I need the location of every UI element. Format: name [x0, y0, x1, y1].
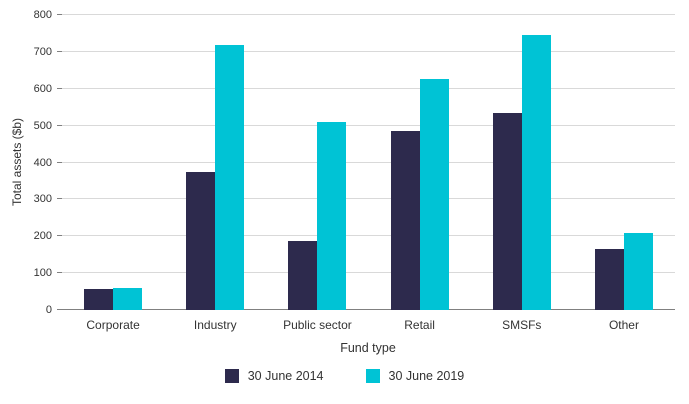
bar-group-retail: Retail [369, 15, 471, 332]
legend: 30 June 2014 30 June 2019 [0, 369, 689, 383]
legend-swatch-2014 [224, 369, 239, 383]
bar-group-industry: Industry [164, 15, 266, 332]
bar-group-other: Other [573, 15, 675, 332]
bar-30-june-2019 [419, 79, 449, 310]
bar-groups: Corporate Industry Public sector Retail SMSF… [62, 15, 675, 332]
gridline [62, 87, 675, 89]
y-tick-mark [57, 161, 62, 163]
y-tick-label: 200 [33, 230, 52, 243]
y-tick-mark [57, 124, 62, 126]
plot-area: 0 100 200 300 400 500 600 700 800 Corporate Indust… [34, 9, 675, 332]
y-tick-mark [57, 14, 62, 15]
y-tick-mark [57, 309, 62, 310]
bar-30-june-2014 [84, 289, 114, 310]
x-axis-label: Fund type [340, 341, 396, 355]
bar-group-public-sector: Public sector [266, 15, 368, 332]
gridline [62, 50, 675, 52]
y-tick-label: 400 [33, 156, 52, 169]
legend-label-2019: 30 June 2019 [388, 369, 465, 383]
y-tick-label: 500 [33, 119, 52, 132]
bar-30-june-2014 [288, 241, 318, 310]
bar-group-smsfs: SMSFs [471, 15, 573, 332]
legend-item-2014: 30 June 2014 [224, 369, 324, 383]
gridline [62, 124, 675, 126]
y-tick-label: 700 [33, 45, 52, 58]
legend-swatch-2019 [365, 369, 380, 383]
gridline [62, 198, 675, 200]
gridline [62, 235, 675, 237]
gridline [62, 14, 675, 15]
bar-group-corporate: Corporate [62, 15, 164, 332]
legend-label-2014: 30 June 2014 [247, 369, 324, 383]
x-tick-label: Other [608, 318, 639, 332]
bar-30-june-2019 [623, 232, 653, 310]
x-tick-label: Public sector [283, 318, 352, 332]
bar-30-june-2019 [215, 45, 245, 310]
gridline [62, 272, 675, 274]
x-tick-label: Industry [193, 318, 237, 332]
bar-30-june-2019 [113, 288, 143, 310]
x-axis-line [62, 309, 675, 310]
y-axis-label: Total assets ($b) [10, 117, 24, 207]
y-tick-mark [57, 198, 62, 200]
y-tick-label: 0 [45, 304, 52, 316]
y-tick-mark [57, 235, 62, 237]
y-tick-label: 100 [33, 267, 52, 280]
y-tick-label: 600 [33, 82, 52, 95]
gridline [62, 161, 675, 163]
y-tick-label: 300 [33, 193, 52, 206]
y-tick-mark [57, 87, 62, 89]
bar-30-june-2019 [317, 121, 347, 310]
bar-30-june-2014 [186, 171, 216, 310]
x-tick-label: SMSFs [502, 318, 542, 332]
legend-item-2019: 30 June 2019 [365, 369, 465, 383]
bar-30-june-2014 [390, 130, 420, 310]
y-tick-mark [57, 50, 62, 52]
bar-30-june-2019 [521, 34, 551, 310]
x-tick-label: Retail [404, 318, 435, 332]
bar-30-june-2014 [492, 113, 522, 310]
x-tick-label: Corporate [86, 318, 140, 332]
bar-30-june-2014 [594, 248, 624, 310]
y-tick-label: 800 [33, 9, 52, 21]
y-tick-mark [57, 272, 62, 274]
